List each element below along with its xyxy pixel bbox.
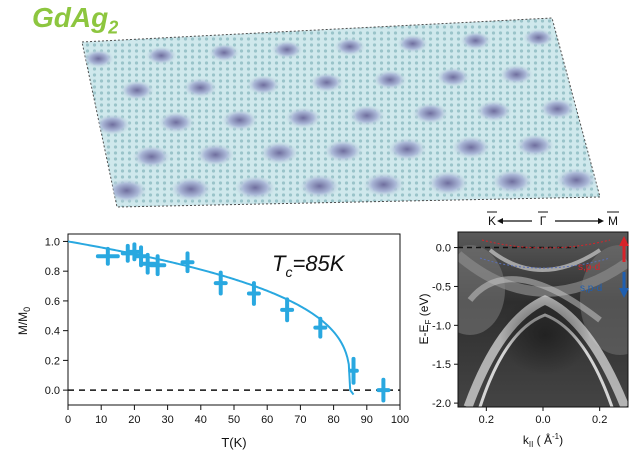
surface-dimple — [396, 35, 429, 55]
surface-dimple — [233, 176, 277, 202]
surface-dimple — [411, 103, 450, 126]
gamma-point-label: Γ — [540, 214, 547, 228]
x-tick-label: 50 — [228, 414, 240, 426]
direction-arrow-left — [497, 218, 532, 224]
surface-dimple — [498, 65, 534, 86]
surface-dimple — [459, 32, 492, 52]
x-tick-label: 20 — [128, 414, 140, 426]
surface-dimple — [475, 101, 513, 124]
surface-dimple — [246, 75, 281, 97]
data-point — [95, 246, 120, 266]
x-tick-label: 40 — [195, 414, 207, 426]
surface-dimple — [284, 107, 322, 131]
surface-dimple — [119, 81, 155, 102]
x-tick-label: 100 — [391, 414, 409, 426]
surface-dimple — [333, 38, 366, 58]
x-tick-label: 90 — [361, 414, 373, 426]
y-tick-label: 0.0 — [45, 385, 60, 397]
tc-annotation: Tc=85K — [272, 251, 346, 280]
x-tick-label: 30 — [161, 414, 173, 426]
surface-dimple — [105, 179, 149, 205]
data-point — [180, 251, 195, 274]
data-point — [246, 281, 261, 306]
data-point — [376, 377, 391, 403]
surface-dimple — [362, 173, 406, 199]
y-tick-label: 0.4 — [45, 326, 60, 338]
x-tick-label: 70 — [294, 414, 306, 426]
surface-dimple — [522, 29, 555, 49]
arpes-y-tick-label: -1.5 — [432, 359, 451, 371]
arpes-y-tick-label: -1.0 — [432, 320, 451, 332]
surface-dimple — [490, 170, 534, 196]
arpes-y-tick-label: 0.0 — [436, 243, 451, 255]
x-tick-label: 60 — [261, 414, 273, 426]
arpes-plot: s,p-d s,p-d 0.2 0.0 0.2 0.0 -0.5 -1.0 -1.5 -2.… — [417, 211, 629, 449]
x-tick-label: 10 — [95, 414, 107, 426]
direction-arrow-right — [555, 218, 604, 224]
surface-dimple — [323, 140, 364, 165]
surface-dimple — [372, 70, 408, 92]
data-point — [348, 356, 359, 385]
data-point — [213, 270, 228, 296]
arpes-x-axis-label: kII ( Å-1) — [523, 432, 563, 449]
surface-dimple — [270, 41, 304, 61]
arpes-x-tick-label: 0.0 — [535, 414, 550, 426]
k-point-label: K — [488, 214, 496, 228]
surface-dimple — [347, 105, 386, 128]
surface-dimple — [259, 142, 300, 166]
surface-dimple — [208, 44, 241, 64]
surface-dimple — [298, 174, 341, 200]
spin-down-label: s,p-d — [580, 283, 602, 294]
surface-dimple — [145, 47, 178, 67]
spin-down-band — [479, 257, 611, 269]
y-tick-label: 0.8 — [45, 266, 60, 278]
data-point — [149, 254, 167, 277]
surface-dimple — [514, 134, 556, 159]
surface-dimple — [93, 114, 132, 137]
figure-title: GdAg2 — [32, 2, 119, 38]
data-point — [313, 316, 328, 339]
surface-dimple — [435, 67, 471, 89]
x-tick-label: 80 — [327, 414, 339, 426]
spin-up-band — [481, 239, 611, 249]
fit-curve — [67, 240, 355, 396]
surface-dimple — [387, 138, 428, 163]
y-tick-label: 1.0 — [45, 236, 60, 248]
data-point — [280, 297, 295, 323]
y-tick-label: 0.6 — [45, 296, 60, 308]
surface-dimple — [538, 98, 577, 122]
surface-dimple — [220, 110, 259, 133]
arpes-x-tick-label: 0.2 — [479, 414, 494, 426]
arpes-image — [458, 232, 628, 407]
arpes-x-tick-label: 0.2 — [592, 414, 607, 426]
surface-dimple — [426, 171, 470, 197]
y-axis-label: M/M0 — [16, 307, 32, 335]
x-axis-label: T(K) — [221, 435, 246, 450]
arpes-y-tick-label: -0.5 — [432, 281, 451, 293]
surface-dimple — [169, 177, 213, 203]
surface-dimple — [195, 144, 236, 168]
surface-dimple — [309, 73, 345, 94]
x-tick-label: 0 — [65, 414, 71, 426]
surface-dimple — [555, 168, 598, 194]
stm-surface-image — [81, 17, 601, 208]
arpes-y-axis-label: E-EF (eV) — [417, 294, 433, 345]
surface-dimple — [82, 50, 115, 70]
surface-dimple — [131, 145, 172, 170]
surface-dimple — [157, 112, 195, 135]
spin-down-arrow — [619, 272, 629, 298]
arpes-y-tick-label: -2.0 — [432, 398, 451, 410]
magnetization-plot: 0 10 20 30 40 50 60 70 80 90 100 0.0 0.2 0.4 0.6 0.8 1.… — [16, 233, 409, 450]
surface-dimple — [450, 136, 492, 161]
m-point-label: M — [608, 214, 618, 228]
spin-up-arrow — [619, 236, 629, 262]
surface-dimple — [182, 78, 218, 100]
spin-up-label: s,p-d — [578, 262, 600, 273]
y-tick-label: 0.2 — [45, 355, 60, 367]
